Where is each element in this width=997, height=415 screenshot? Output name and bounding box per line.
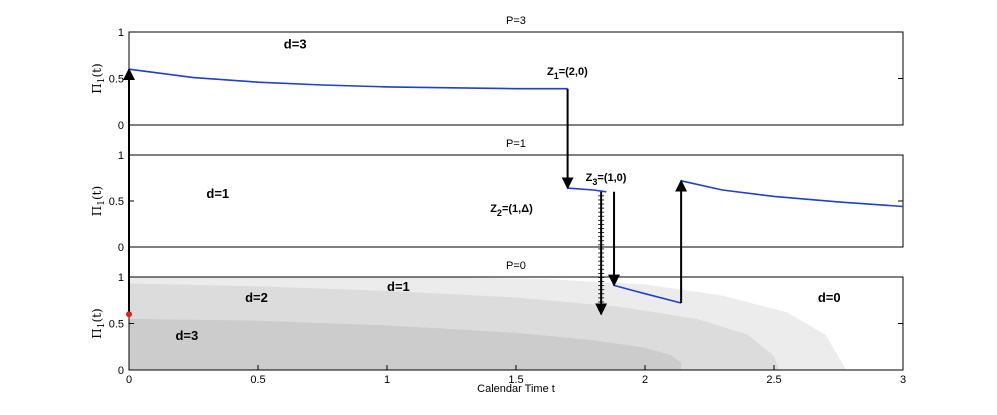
region-d3 <box>129 318 682 370</box>
start-marker <box>126 311 132 318</box>
ytick-label: 0 <box>118 120 124 132</box>
ytick-label: 0.5 <box>109 74 124 86</box>
region-label: d=1 <box>206 186 229 201</box>
curve-p2-0 <box>613 284 682 304</box>
ytick-label: 0.5 <box>109 319 124 331</box>
ytick-label: 0 <box>118 365 124 377</box>
xtick-label: 2.5 <box>766 374 781 386</box>
panel-title: P=3 <box>506 15 526 27</box>
ytick-label: 1 <box>118 27 124 39</box>
ylabel: Π1(t) <box>90 308 107 338</box>
panel-title: P=0 <box>506 260 526 272</box>
ytick-label: 1 <box>118 150 124 162</box>
ytick-label: 1 <box>118 272 124 284</box>
xtick-label: 2 <box>642 374 648 386</box>
region-label: d=2 <box>245 290 268 305</box>
xtick-label: 0.5 <box>250 374 265 386</box>
x-axis-label: Calendar Time t <box>477 383 555 395</box>
panel-frame-0 <box>128 31 904 126</box>
panel-title: P=1 <box>506 138 526 150</box>
ytick-label: 0 <box>118 242 124 254</box>
ytick-label: 0.5 <box>109 196 124 208</box>
region-label: d=0 <box>818 290 841 305</box>
xtick-label: 0 <box>126 374 132 386</box>
curve-p1-0 <box>567 187 607 193</box>
xtick-label: 3 <box>900 374 906 386</box>
region-label: d=3 <box>284 37 307 52</box>
ylabel: Π1(t) <box>90 63 107 93</box>
region-label: d=3 <box>175 328 198 343</box>
xtick-label: 1.5 <box>508 374 523 386</box>
region-label: d=1 <box>387 279 410 294</box>
ylabel: Π1(t) <box>90 186 107 216</box>
z-annotation: Z1=(2,0) <box>547 66 588 81</box>
z-annotation: Z2=(1,Δ) <box>490 203 533 218</box>
xtick-label: 1 <box>384 374 390 386</box>
z-annotation: Z3=(1,0) <box>586 172 627 187</box>
curve-p0-0 <box>128 68 568 90</box>
curve-p1-1 <box>680 180 904 208</box>
panel-frame-1 <box>128 154 904 248</box>
